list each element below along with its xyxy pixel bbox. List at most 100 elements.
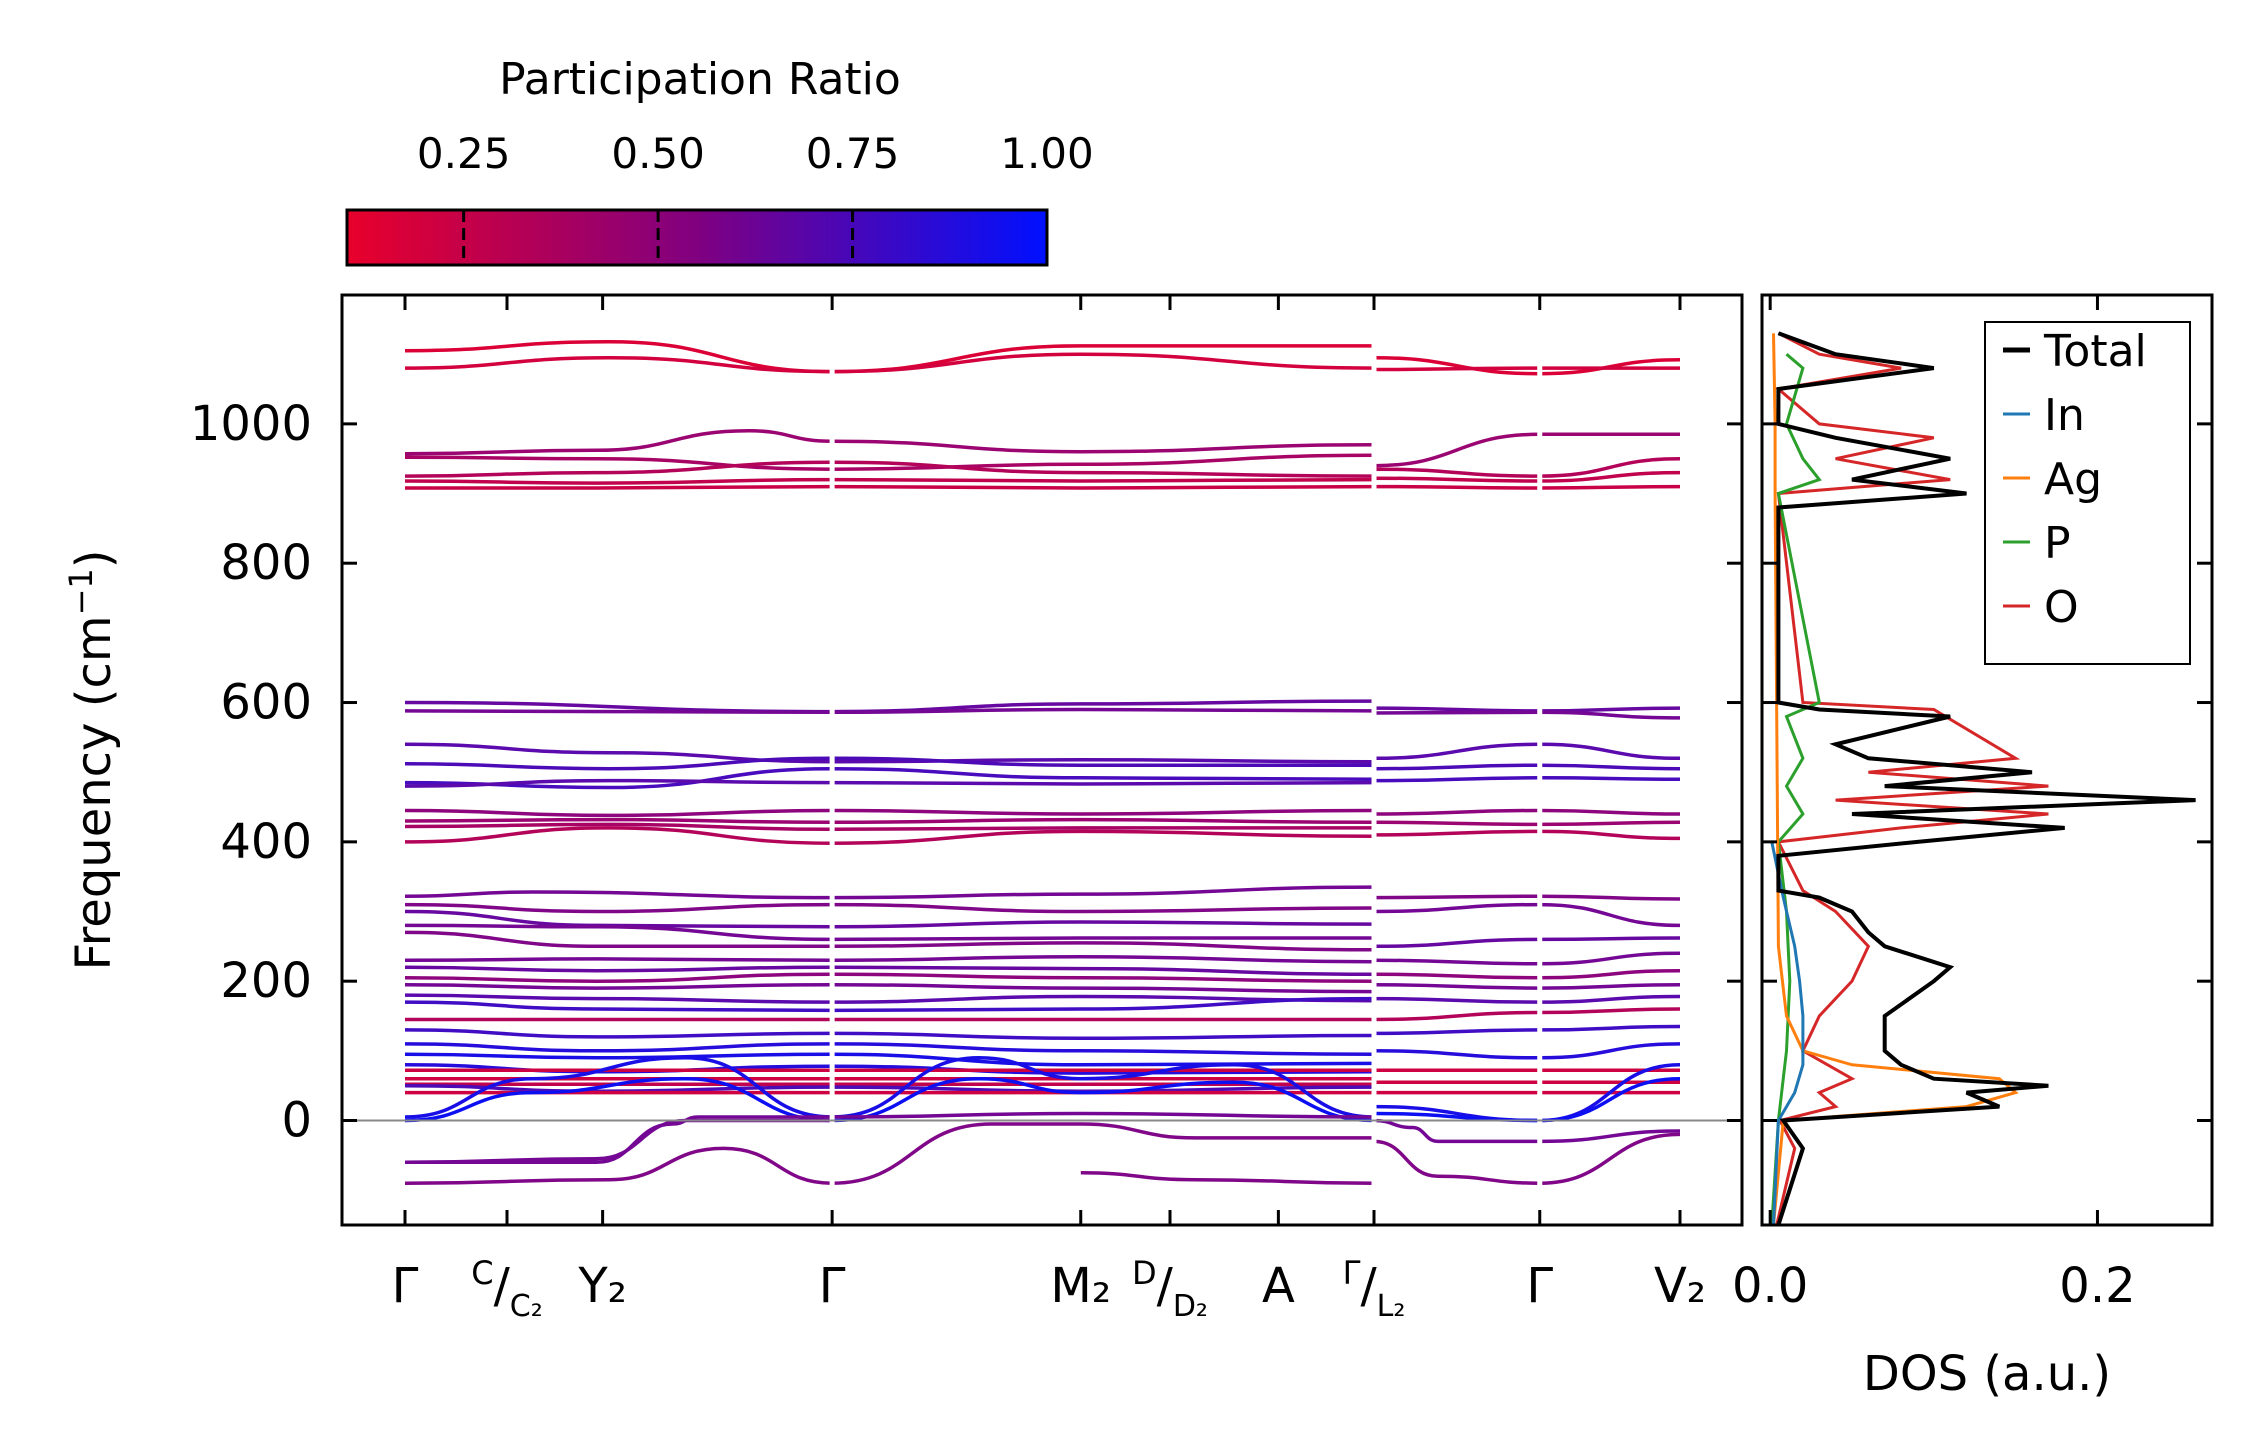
band-lines <box>404 295 1681 1225</box>
kpoint-label: A <box>1262 1258 1295 1314</box>
dos-x-label: DOS (a.u.) <box>1863 1346 2111 1402</box>
legend: Total In Ag PO <box>1984 321 2191 665</box>
y-tick-label: 1000 <box>190 396 312 452</box>
band-line <box>404 930 1375 952</box>
band-line <box>404 707 1375 715</box>
legend-items: Total In Ag PO <box>2003 326 2147 633</box>
kpoint-label: C/C₂ <box>471 1254 543 1324</box>
y-axis-label-close: ) <box>66 549 122 568</box>
band-line <box>404 477 1375 485</box>
band-line <box>1373 432 1680 468</box>
band-line <box>1373 706 1681 713</box>
band-line <box>404 460 1375 478</box>
y-tick-label: 600 <box>220 675 312 731</box>
kpoint-label: D/D₂ <box>1132 1254 1208 1324</box>
band-line <box>1373 1007 1681 1022</box>
colorbar-ticks: 0.25 0.50 0.75 1.00 <box>417 129 1094 265</box>
band-line <box>404 699 1375 714</box>
colorbar-tick-label: 0.50 <box>611 129 705 178</box>
dos-x-tick-label: 0.0 <box>1732 1258 1808 1314</box>
band-line <box>1373 808 1681 816</box>
legend-box <box>1984 321 2191 665</box>
y-axis-label-main: Frequency (cm <box>66 615 122 970</box>
band-line <box>1373 1132 1681 1185</box>
dos-x-tick-label: 0.2 <box>2059 1258 2135 1314</box>
y-tick-label: 400 <box>220 814 312 870</box>
legend-label: Total <box>2043 326 2147 377</box>
band-line <box>1373 776 1681 783</box>
colorbar-tick-label: 1.00 <box>1000 129 1094 178</box>
band-line <box>1373 994 1681 1004</box>
y-axis-label-exp: −1 <box>62 568 100 615</box>
band-line <box>1373 355 1681 376</box>
band-line <box>1373 742 1681 761</box>
colorbar-tick-label: 0.75 <box>806 129 900 178</box>
band-line <box>1373 902 1681 928</box>
band-line <box>1373 763 1681 771</box>
band-line <box>404 756 1374 771</box>
y-axis-label: Frequency (cm−1) <box>62 549 122 970</box>
band-axes: 0 200 400 600 800 1000 Γ C/C₂ Y₂ Γ M₂ D/D₂ A Γ/L₂ Γ V₂ <box>190 295 1742 1324</box>
band-line <box>404 902 1375 914</box>
kpoint-label: Γ/L₂ <box>1343 1254 1406 1324</box>
dos-line-o <box>1774 331 2049 1225</box>
band-line <box>404 429 1375 456</box>
legend-label: P <box>2044 518 2071 569</box>
band-line <box>404 1056 1375 1119</box>
band-line <box>1373 710 1681 720</box>
dos-line-p <box>1770 353 1822 1225</box>
dos-panel: 0.0 0.2 DOS (a.u.) Total In Ag PO <box>1732 293 2214 1402</box>
band-line <box>404 1083 1375 1093</box>
band-line <box>404 909 1375 929</box>
band-line <box>1373 982 1681 990</box>
band-line <box>404 1028 1375 1041</box>
colorbar-label: Participation Ratio <box>499 54 901 105</box>
band-line <box>404 742 1375 764</box>
band-line <box>1373 1024 1681 1036</box>
band-line <box>1373 1118 1681 1144</box>
colorbar: Participation Ratio 0.25 0.50 0.75 1.00 <box>345 54 1094 267</box>
band-line <box>404 826 1375 845</box>
colorbar-tick-label: 0.25 <box>417 129 511 178</box>
band-line <box>404 453 1375 471</box>
band-frame <box>340 293 1744 1227</box>
band-line <box>404 808 1375 818</box>
band-line <box>1373 1042 1681 1060</box>
band-line <box>1373 484 1681 490</box>
band-line <box>404 766 1375 790</box>
band-line <box>404 817 1375 825</box>
band-line <box>1373 968 1681 980</box>
band-line <box>404 993 1375 1004</box>
band-line <box>1373 951 1681 966</box>
band-line <box>1373 366 1680 372</box>
kpoint-label: Γ <box>819 1258 846 1314</box>
y-tick-label: 200 <box>220 953 312 1009</box>
dos-line-in <box>1770 841 1805 1225</box>
legend-label: O <box>2044 582 2079 633</box>
band-line <box>404 965 1375 976</box>
dos-line-total <box>1776 331 2196 1225</box>
kpoint-label: Γ <box>392 1258 419 1314</box>
band-line <box>404 982 1375 994</box>
band-line <box>1373 1076 1681 1123</box>
legend-label: Ag <box>2044 454 2102 505</box>
colorbar-gradient <box>345 208 1049 267</box>
band-line <box>1373 936 1681 949</box>
kpoint-label: Γ <box>1526 1258 1553 1314</box>
band-line <box>1373 829 1681 841</box>
band-line <box>404 1118 833 1165</box>
band-line <box>1373 894 1681 901</box>
band-line <box>404 339 1374 374</box>
band-line <box>1373 820 1681 827</box>
y-tick-label: 0 <box>281 1093 312 1149</box>
dos-axes: 0.0 0.2 <box>1732 295 2212 1314</box>
kpoint-label: Y₂ <box>577 1258 627 1314</box>
kpoint-label: V₂ <box>1654 1258 1706 1314</box>
band-line <box>404 955 1375 964</box>
band-line <box>404 923 1374 942</box>
band-line <box>405 1111 1375 1165</box>
band-line <box>404 885 1375 900</box>
y-tick-label: 800 <box>220 535 312 591</box>
band-line <box>404 778 1375 788</box>
